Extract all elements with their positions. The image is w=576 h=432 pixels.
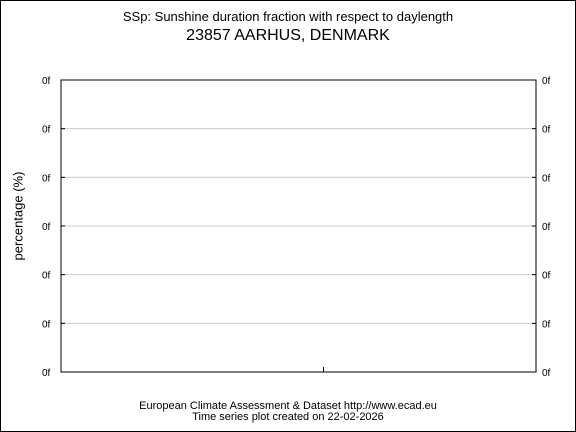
- y-tick-label-left: 0f: [42, 368, 51, 379]
- y-tick-label-right: 0f: [542, 271, 551, 282]
- y-tick-label-right: 0f: [542, 173, 551, 184]
- y-tick-label-left: 0f: [42, 319, 51, 330]
- y-tick-label-right: 0f: [542, 76, 551, 87]
- y-tick-label-left: 0f: [42, 271, 51, 282]
- footer-created: Time series plot created on 22-02-2026: [192, 411, 384, 423]
- y-tick-label-left: 0f: [42, 125, 51, 136]
- y-tick-label-right: 0f: [542, 368, 551, 379]
- y-tick-label-left: 0f: [42, 173, 51, 184]
- y-tick-label-left: 0f: [42, 76, 51, 87]
- y-tick-label-right: 0f: [542, 319, 551, 330]
- chart-subtitle: 23857 AARHUS, DENMARK: [186, 27, 390, 44]
- y-tick-label-right: 0f: [542, 125, 551, 136]
- footer-source: European Climate Assessment & Dataset ht…: [139, 400, 437, 412]
- y-tick-label-left: 0f: [42, 222, 51, 233]
- y-tick-label-right: 0f: [542, 222, 551, 233]
- chart-title: SSp: Sunshine duration fraction with res…: [122, 9, 454, 24]
